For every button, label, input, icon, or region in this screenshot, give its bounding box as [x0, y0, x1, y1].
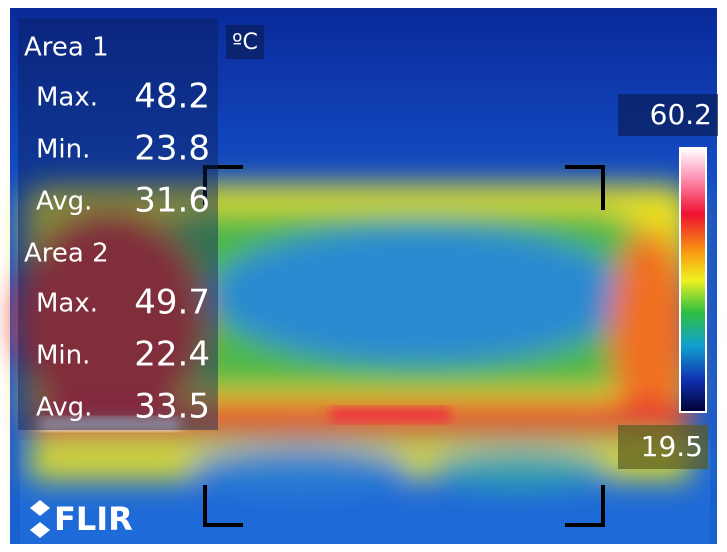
stat-value: 22.4	[134, 335, 210, 375]
thermal-image	[10, 8, 717, 544]
stat-value: 23.8	[134, 129, 210, 169]
stat-value: 33.5	[134, 387, 210, 427]
color-scale	[679, 147, 707, 413]
stats-panel	[18, 18, 218, 430]
brand: FLIR	[54, 500, 133, 538]
stat-label: Min.	[36, 135, 90, 165]
stat-label: Max.	[36, 83, 98, 113]
stat-label: Max.	[36, 289, 98, 319]
measure-area-brackets	[203, 165, 605, 527]
scale-min: 19.5	[641, 430, 703, 463]
stat-value: 49.7	[134, 283, 210, 323]
unit: ºC	[232, 30, 258, 55]
stat-label: Avg.	[36, 393, 92, 423]
area-label: Area 1	[24, 33, 109, 63]
unit-box	[226, 25, 264, 59]
brand-logo: FLIR	[30, 500, 133, 538]
stat-value: 48.2	[134, 77, 210, 117]
scale-min-box	[618, 425, 708, 469]
stat-label: Avg.	[36, 187, 92, 217]
stat-label: Min.	[36, 341, 90, 371]
area-label: Area 2	[24, 239, 109, 269]
stat-value: 31.6	[134, 181, 210, 221]
scale-max: 60.2	[650, 98, 712, 131]
scale-max-box	[618, 94, 718, 136]
